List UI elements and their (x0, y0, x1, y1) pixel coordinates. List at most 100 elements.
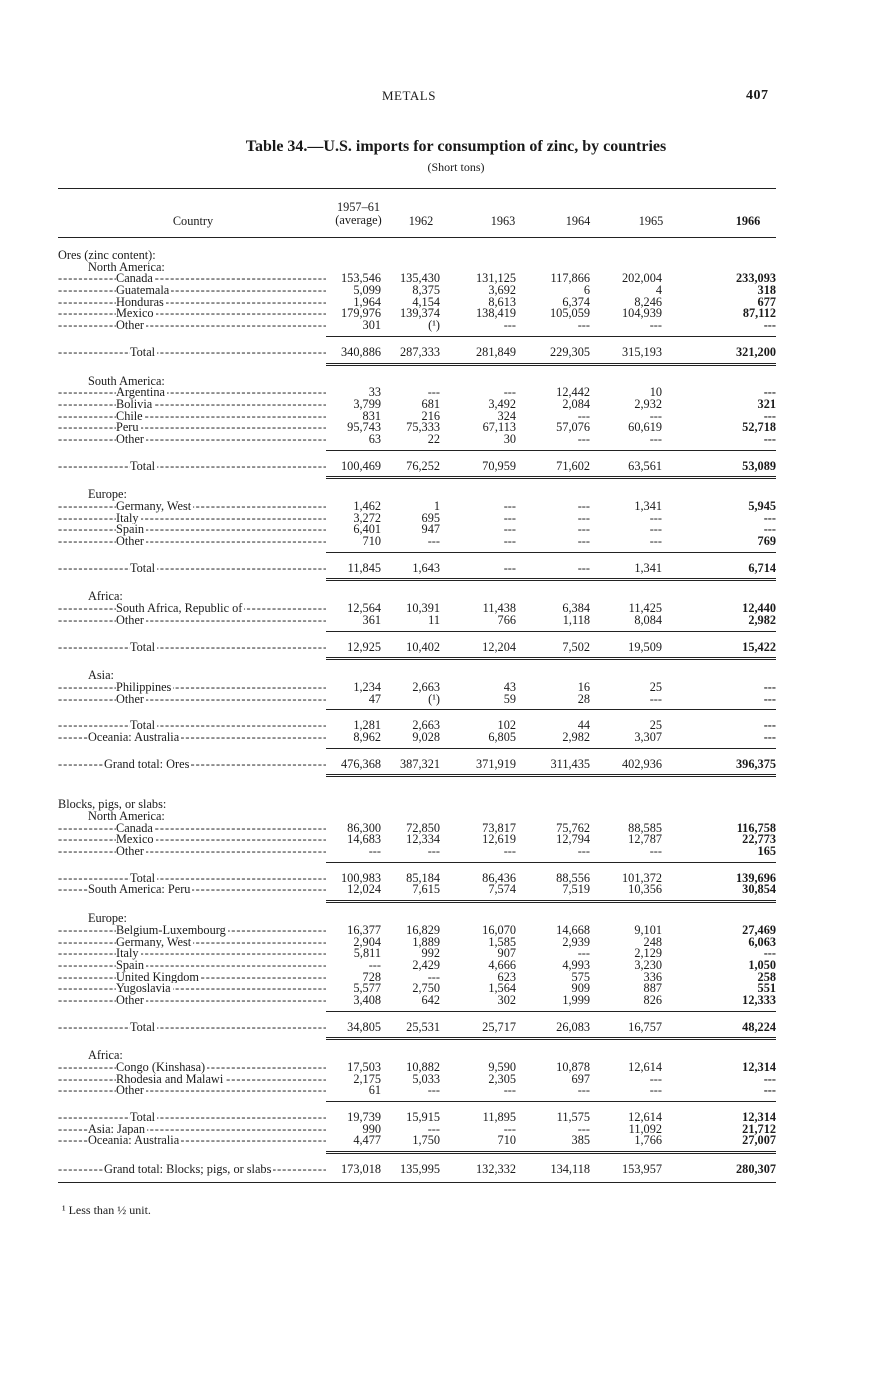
cell-1963: 2,305 (488, 1071, 516, 1086)
cell-1963: --- (503, 318, 516, 333)
group-heading: Asia: (58, 670, 776, 682)
cell-1966: 6,063 (748, 934, 776, 949)
cell-1965: --- (649, 844, 662, 859)
cell-1965: 19,509 (628, 639, 662, 654)
cell-1964: 14,668 (556, 922, 590, 937)
group-heading: Europe: (58, 489, 776, 501)
cell-1963: 43 (503, 679, 516, 694)
cell-1966: 321,200 (736, 344, 776, 359)
table-row: Rhodesia and Malawi 2,175 5,033 2,305 697 ---… (58, 1071, 776, 1086)
cell-1965: 826 (643, 992, 662, 1007)
cell-1963: 4,666 (488, 957, 516, 972)
cell-1965: 4 (655, 283, 662, 298)
cell-1957–61: 173,018 (341, 1162, 381, 1177)
row-label: Spain (58, 959, 326, 972)
cell-1962: 1,889 (412, 934, 440, 949)
cell-1964: --- (577, 318, 590, 333)
row-label: Canada (58, 273, 326, 286)
cell-1963: 132,332 (476, 1162, 516, 1177)
row-label: Total (58, 346, 326, 359)
row-label-text: Belgium-Luxembourg (116, 924, 228, 937)
cell-1965: 10,356 (628, 882, 662, 897)
cell-1965: --- (649, 534, 662, 549)
row-label-text: Other (116, 433, 146, 446)
cell-1964: 12,794 (556, 832, 590, 847)
row-label-text: Italy (116, 512, 141, 525)
cell-1962: 25,531 (406, 1019, 440, 1034)
cell-1957–61: 179,976 (341, 306, 381, 321)
cell-1962: 2,750 (412, 981, 440, 996)
rule-single (326, 449, 776, 454)
cell-1957–61: 12,925 (347, 639, 381, 654)
row-label-text: Yugoslavia (116, 983, 173, 995)
cell-1957–61: 100,469 (341, 458, 381, 473)
cell-1962: 139,374 (400, 306, 440, 321)
rule-single (326, 630, 776, 635)
cell-1966: 677 (757, 294, 776, 309)
cell-1957–61: 2,175 (353, 1071, 381, 1086)
cell-1963: 710 (497, 1133, 516, 1148)
table-row: Peru 95,743 75,333 67,113 57,076 60,619 52,718 (58, 421, 776, 434)
cell-1957–61: 6,401 (353, 522, 381, 537)
cell-1963: 371,919 (476, 756, 516, 771)
cell-1966: 769 (757, 534, 776, 549)
cell-1966: --- (763, 522, 776, 537)
total-row: Total 34,805 25,531 25,717 26,083 16,757 48,22… (58, 1019, 776, 1034)
row-label-text: Other (116, 536, 146, 548)
row-label-text: Europe: (88, 913, 129, 925)
cell-1965: --- (649, 318, 662, 333)
row-label-text: Africa: (88, 591, 125, 604)
cell-1957–61: --- (368, 844, 381, 859)
cell-1963: 766 (497, 612, 516, 627)
cell-1965: 887 (643, 981, 662, 996)
cell-1964: 88,556 (556, 870, 590, 885)
row-label-text: Chile (116, 410, 145, 423)
table-row: Other 361 11 766 1,118 8,084 2,982 (58, 612, 776, 627)
cell-1966: 15,422 (742, 639, 776, 654)
cell-1962: 387,321 (400, 756, 440, 771)
row-label-text: Total (130, 1021, 158, 1034)
row-label-text: Oceania: Australia (88, 1135, 182, 1148)
cell-1964: --- (577, 844, 590, 859)
cell-1963: 131,125 (476, 271, 516, 286)
cell-1964: --- (577, 408, 590, 423)
cell-1963: 25,717 (482, 1019, 516, 1034)
cell-1963: --- (503, 844, 516, 859)
row-label: Africa: (58, 1050, 326, 1062)
cell-1966: 22,773 (742, 832, 776, 847)
cell-1963: --- (503, 1083, 516, 1098)
row-label: Germany, West (58, 936, 326, 949)
cell-1957–61: 476,368 (341, 756, 381, 771)
cell-1965: --- (649, 1083, 662, 1098)
cell-1962: 1 (433, 499, 440, 513)
table-row: Italy 5,811 992 907 --- 2,129 --- (58, 946, 776, 961)
cell-1962: 8,375 (412, 283, 440, 298)
total-row: Total 100,469 76,252 70,959 71,602 63,561 53,0… (58, 458, 776, 473)
cell-1964: 44 (577, 718, 590, 733)
cell-1962: 642 (421, 992, 440, 1007)
cell-1964: --- (577, 946, 590, 961)
row-label-text: Total (130, 1112, 158, 1124)
cell-1964: 4,993 (562, 957, 590, 972)
col-header-1962: 1962 (408, 214, 434, 228)
cell-1963: 11,438 (482, 601, 516, 616)
cell-1966: 12,440 (742, 601, 776, 616)
row-label: Africa: (58, 591, 326, 604)
cell-1965: 11,092 (628, 1121, 662, 1136)
cell-1964: 75,762 (556, 820, 590, 835)
cell-1966: --- (763, 318, 776, 333)
cell-1965: 12,787 (628, 832, 662, 847)
cell-1957–61: 19,739 (347, 1110, 381, 1125)
col-header-1965: 1965 (638, 214, 664, 228)
cell-1957–61: 1,964 (353, 294, 381, 309)
cell-1966: --- (763, 510, 776, 525)
cell-1964: 229,305 (550, 344, 590, 359)
row-label-text: Guatemala (116, 285, 172, 297)
row-label: Spain (58, 524, 326, 537)
row-label-text: Other (116, 693, 146, 706)
row-label: Grand total: Ores (58, 758, 326, 771)
cell-1962: 135,995 (400, 1162, 440, 1177)
row-label-text: Blocks, pigs, or slabs: (58, 799, 169, 811)
cell-1963: 11,895 (482, 1110, 516, 1125)
table-row: Other 301 (¹) --- --- --- --- (58, 318, 776, 333)
